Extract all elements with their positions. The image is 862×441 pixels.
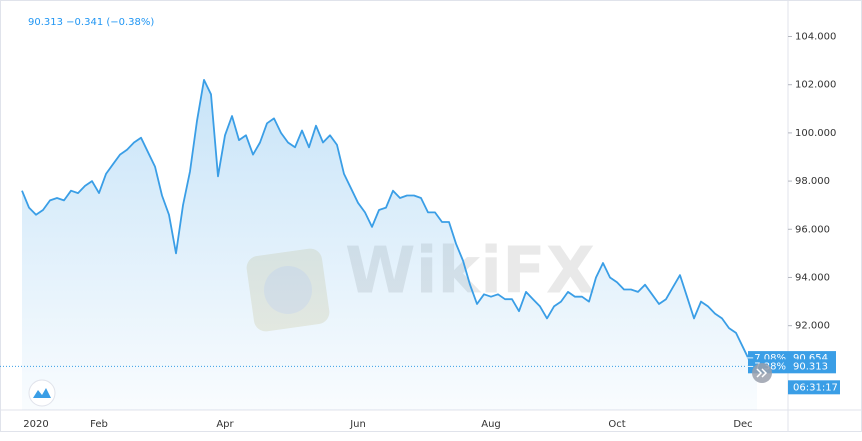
change-tag: −7.08% [746, 353, 786, 364]
plot [21, 79, 758, 411]
x-tick-label: 2020 [23, 419, 48, 430]
x-tick-label: Dec [733, 419, 752, 430]
y-tick-label: 104.000 [795, 32, 836, 43]
x-tick-label: Apr [216, 419, 234, 430]
y-tick-label: 92.000 [795, 321, 830, 332]
scroll-button-icon [756, 368, 768, 378]
y-tick-label: 96.000 [795, 224, 830, 235]
x-tick-label: Jun [349, 419, 366, 430]
y-tick-label: 102.000 [795, 80, 836, 91]
price-tag-bg [788, 359, 836, 374]
x-tick-label: Feb [90, 419, 108, 430]
price-tag: 90.313 [793, 361, 828, 372]
area-fill [22, 79, 757, 411]
price-line [21, 79, 758, 363]
y-tick-label: 100.000 [795, 128, 836, 139]
x-tick-label: Oct [608, 419, 625, 430]
y-tick-label: 94.000 [795, 272, 830, 283]
time-tag-bg [788, 380, 840, 395]
header-legend: 90.313 −0.341 (−0.38%) [28, 17, 154, 28]
scroll-right-button[interactable] [752, 363, 772, 383]
logo-button[interactable] [28, 379, 56, 407]
x-tick-label: Aug [481, 419, 501, 430]
price-tag: 90.654 [793, 353, 828, 364]
y-tick-label: 98.000 [795, 176, 830, 187]
time-tag: 06:31:17 [793, 382, 838, 393]
